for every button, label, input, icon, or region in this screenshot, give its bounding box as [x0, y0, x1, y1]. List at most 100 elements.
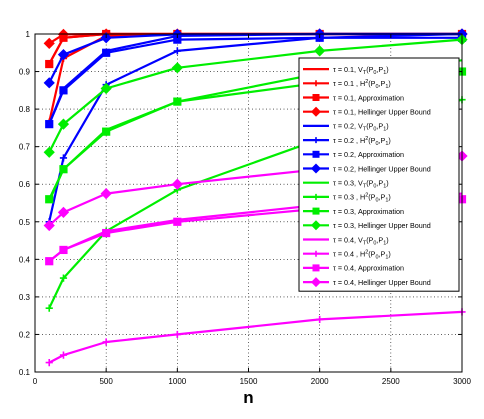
legend-label-text: ) [386, 65, 388, 74]
legend-entry: τ = 0.1 , H2(P0,P1) [303, 79, 391, 90]
y-tick-label: 0.7 [19, 143, 31, 152]
legend-label-text: τ = 0.4, Approximation [333, 264, 404, 273]
legend-label-text: (P [368, 250, 375, 259]
legend-swatch-marker [312, 94, 320, 101]
data-point-diamond [100, 82, 112, 95]
x-tick-label: 1000 [168, 377, 186, 386]
legend-label-text: τ = 0.4, V [333, 235, 363, 244]
legend-label-sub: T [363, 70, 367, 76]
legend-label-text: (P [368, 79, 375, 88]
legend-label-text: τ = 0.1 , H [333, 79, 365, 88]
data-point-square [173, 217, 182, 226]
legend-entry: τ = 0.3, Hellinger Upper Bound [303, 220, 431, 231]
legend-label-sup: 2 [365, 250, 368, 256]
legend-label-text: ,P [379, 193, 386, 202]
x-tick-label: 3000 [453, 377, 471, 386]
legend-label-text: τ = 0.2 , H [333, 136, 365, 145]
legend-entry: τ = 0.3, Approximation [303, 207, 404, 216]
legend-label-sub: 0 [373, 70, 376, 76]
data-point-square [102, 48, 111, 57]
legend-label: τ = 0.1 , H2(P0,P1) [333, 79, 391, 90]
data-point-square [59, 165, 68, 174]
series-line [48, 36, 462, 125]
legend-entry: τ = 0.4, Hellinger Upper Bound [303, 277, 431, 288]
legend-label-text: (P [368, 193, 375, 202]
legend-entry: τ = 0.2, VT(P0,P1) [303, 122, 389, 133]
legend-label-sub: T [363, 240, 367, 246]
legend-label-text: (P [366, 179, 373, 188]
ticks: 0 500 1000 1500 2000 2500 30000.10.20.30.40.50… [19, 30, 472, 386]
legend-label-sub: 0 [375, 255, 378, 261]
data-point-diamond [43, 219, 55, 232]
series-layer [43, 28, 468, 367]
data-point-plus [59, 154, 68, 162]
legend-label: τ = 0.4, Hellinger Upper Bound [333, 278, 431, 287]
data-point-square [102, 228, 111, 238]
data-point-diamond [43, 146, 55, 158]
legend-label-sup: 2 [365, 193, 368, 199]
legend-swatch-marker [312, 264, 320, 272]
data-point-square [59, 86, 68, 95]
legend-label-text: ) [386, 179, 388, 188]
legend-label: τ = 0.4 , H2(P0,P1) [333, 250, 391, 261]
legend-label: τ = 0.3, Approximation [333, 207, 404, 216]
legend-label: τ = 0.1, VT(P0,P1) [333, 65, 389, 76]
legend-label-text: τ = 0.3, Hellinger Upper Bound [333, 221, 431, 230]
legend-label-sub: 1 [385, 141, 388, 147]
legend-label-sub: 1 [385, 84, 388, 90]
data-point-diamond [100, 188, 112, 200]
legend-label-sub: 1 [385, 255, 388, 261]
legend-label: τ = 0.4, VT(P0,P1) [333, 235, 389, 246]
legend-swatch-marker [310, 106, 322, 117]
legend-entry: τ = 0.2, Hellinger Upper Bound [303, 163, 431, 174]
legend-label-sub: 0 [375, 198, 378, 204]
data-point-diamond [57, 118, 70, 130]
y-tick-label: 1 [26, 30, 31, 39]
legend-label-sub: 1 [383, 70, 386, 76]
legend-entry: τ = 0.3, VT(P0,P1) [303, 179, 389, 190]
y-tick-label: 0.4 [19, 255, 31, 264]
x-tick-label: 500 [99, 377, 113, 386]
legend-label-sub: 1 [383, 240, 386, 246]
legend-swatch-marker [313, 80, 319, 87]
series-line [48, 38, 463, 153]
legend-label-text: ,P [376, 65, 383, 74]
legend-swatch-marker [313, 137, 319, 144]
x-tick-label: 2500 [382, 377, 400, 386]
legend-label-text: τ = 0.1, Approximation [333, 93, 404, 102]
y-tick-label: 0.2 [19, 330, 31, 339]
data-point-diamond [57, 49, 70, 61]
y-tick-label: 0.3 [19, 293, 31, 302]
data-point-diamond [57, 206, 70, 218]
x-axis-label: n [243, 388, 253, 407]
data-point-diamond [43, 37, 55, 49]
legend-swatch-marker [312, 150, 320, 158]
data-point-plus [173, 330, 181, 339]
data-point-diamond [171, 62, 183, 74]
legend-label-text: (P [368, 136, 375, 145]
legend-label-sub: 1 [383, 127, 386, 133]
y-tick-label: 0.9 [19, 68, 31, 77]
data-point-plus [173, 47, 181, 55]
legend-label-text: τ = 0.3, V [333, 179, 363, 188]
legend: τ = 0.1, VT(P0,P1)τ = 0.1 , H2(P0,P1)τ =… [298, 57, 460, 292]
legend-label: τ = 0.1, Hellinger Upper Bound [333, 108, 431, 117]
legend-label: τ = 0.2, Hellinger Upper Bound [333, 164, 431, 173]
legend-label-text: τ = 0.1, Hellinger Upper Bound [333, 108, 431, 117]
legend-label-text: τ = 0.3, Approximation [333, 207, 404, 216]
data-point-diamond [43, 77, 55, 89]
legend-label-text: ,P [379, 136, 386, 145]
series-14 [45, 308, 466, 367]
legend-label-sup: 2 [365, 136, 368, 142]
data-point-plus [45, 304, 53, 312]
legend-label: τ = 0.3 , H2(P0,P1) [333, 193, 391, 204]
legend-entry: τ = 0.1, VT(P0,P1) [303, 65, 389, 76]
data-point-plus [45, 359, 53, 367]
legend-label-text: ,P [379, 250, 386, 259]
data-point-square [45, 59, 54, 69]
legend-label-sub: 0 [375, 84, 378, 90]
legend-entry: τ = 0.4, VT(P0,P1) [303, 235, 389, 246]
legend-label-text: τ = 0.2, Hellinger Upper Bound [333, 164, 431, 173]
data-point-diamond [171, 178, 183, 190]
